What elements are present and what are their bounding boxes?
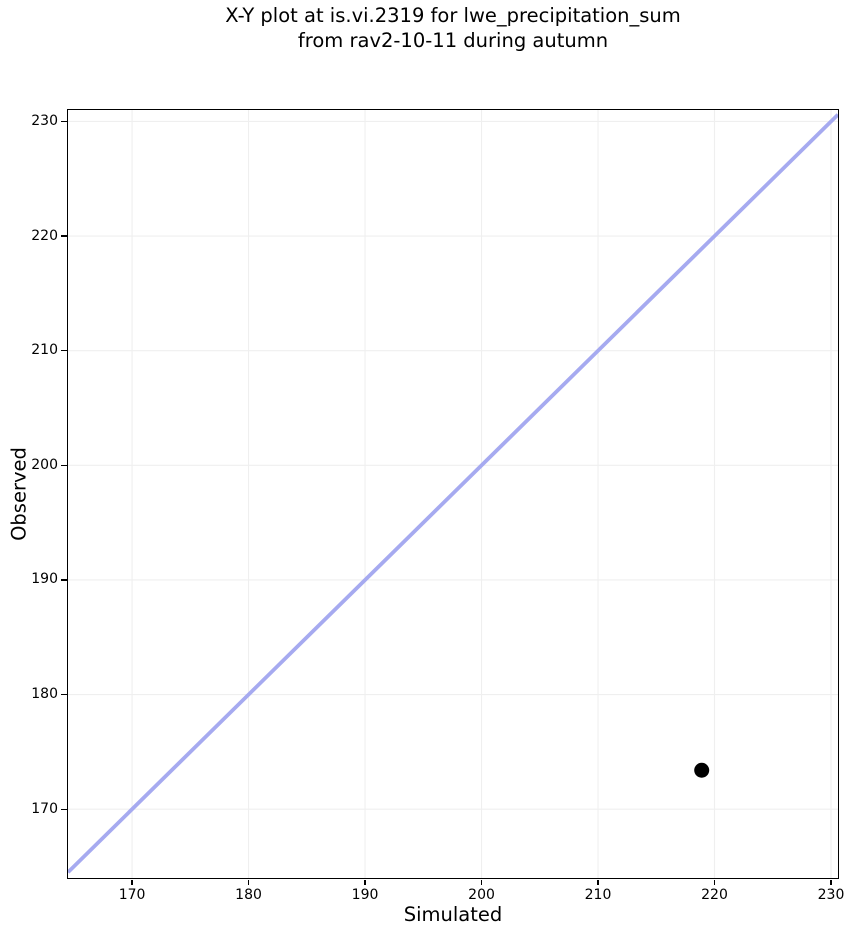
x-tick-label: 230 — [817, 887, 845, 903]
identity-line — [67, 112, 838, 874]
y-tick-mark — [61, 693, 67, 696]
x-tick-label: 190 — [351, 887, 379, 903]
data-point — [693, 762, 709, 778]
x-tick-mark — [364, 879, 366, 885]
y-tick-label: 230 — [31, 112, 58, 129]
x-tick-label: 200 — [468, 887, 495, 903]
x-tick-label: 170 — [118, 887, 146, 903]
y-tick-label: 210 — [31, 342, 58, 359]
y-tick-label: 180 — [31, 686, 58, 703]
y-tick-label: 200 — [31, 456, 58, 473]
chart-title: X-Y plot at is.vi.2319 for lwe_precipita… — [68, 3, 838, 53]
plot-area — [66, 108, 839, 879]
x-tick-label: 210 — [584, 887, 612, 903]
y-tick-mark — [61, 350, 67, 352]
y-tick-mark — [61, 464, 67, 466]
x-tick-mark — [131, 879, 133, 885]
x-tick-mark — [247, 879, 250, 885]
x-axis-label: Simulated — [403, 903, 503, 926]
y-tick-label: 170 — [31, 800, 58, 817]
y-tick-label: 220 — [31, 227, 58, 244]
y-tick-mark — [61, 120, 67, 123]
x-tick-mark — [713, 879, 716, 885]
y-tick-mark — [61, 579, 67, 581]
chart-title-line2: from rav2-10-11 during autumn — [297, 29, 609, 52]
y-tick-mark — [61, 235, 67, 237]
x-tick-mark — [830, 879, 832, 885]
x-tick-label: 180 — [235, 887, 262, 903]
y-tick-mark — [61, 808, 67, 810]
y-tick-label: 190 — [31, 571, 58, 588]
x-tick-mark — [597, 879, 599, 885]
x-tick-mark — [480, 879, 483, 885]
x-tick-label: 220 — [701, 887, 728, 903]
plot-canvas — [67, 109, 838, 878]
chart-title-line1: X-Y plot at is.vi.2319 for lwe_precipita… — [225, 4, 681, 27]
